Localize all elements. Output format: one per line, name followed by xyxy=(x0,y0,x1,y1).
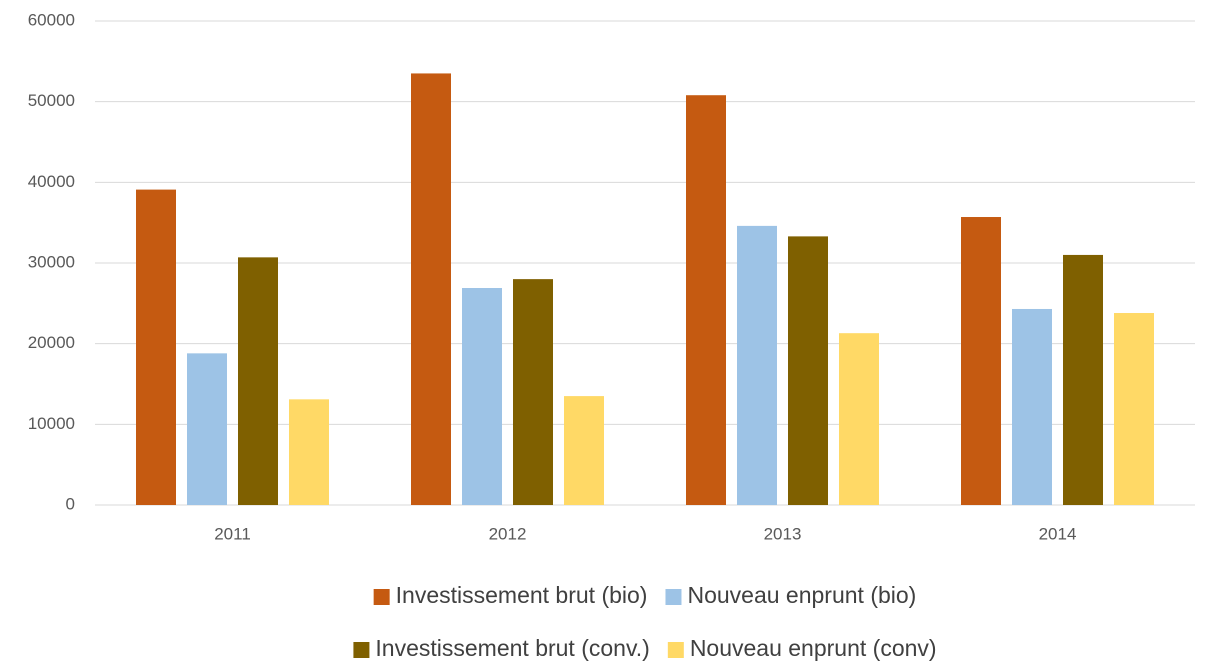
legend-label: Nouveau enprunt (conv) xyxy=(690,635,937,661)
bar xyxy=(513,279,553,505)
bar xyxy=(411,73,451,505)
bar xyxy=(1012,308,1052,505)
x-tick-label: 2013 xyxy=(764,524,802,543)
bar xyxy=(187,353,227,505)
bar xyxy=(686,95,726,506)
legend-swatch xyxy=(353,642,370,658)
legend-swatch xyxy=(667,642,684,658)
y-tick-label: 20000 xyxy=(28,333,75,352)
legend-label: Investissement brut (bio) xyxy=(396,582,648,608)
x-tick-label: 2011 xyxy=(214,524,251,543)
legend-label: Nouveau enprunt (bio) xyxy=(687,582,916,608)
bar xyxy=(238,257,278,505)
x-tick-label: 2012 xyxy=(489,524,527,543)
legend-swatch xyxy=(373,589,390,605)
legend-label: Investissement brut (conv.) xyxy=(375,635,649,661)
bar xyxy=(1063,254,1103,505)
y-tick-label: 0 xyxy=(66,494,75,513)
bar xyxy=(961,217,1001,505)
bar xyxy=(737,225,777,506)
bar xyxy=(788,236,828,505)
y-tick-label: 50000 xyxy=(28,91,75,110)
y-tick-label: 30000 xyxy=(28,252,75,271)
y-tick-label: 10000 xyxy=(28,414,75,433)
bar xyxy=(136,189,176,506)
bar xyxy=(289,399,329,505)
bar xyxy=(839,333,879,505)
x-tick-label: 2014 xyxy=(1039,524,1077,543)
bar xyxy=(564,396,604,505)
bar xyxy=(462,288,502,505)
y-tick-label: 60000 xyxy=(28,10,75,29)
legend-swatch xyxy=(665,589,682,605)
y-tick-label: 40000 xyxy=(28,172,75,191)
bar xyxy=(1114,313,1154,505)
